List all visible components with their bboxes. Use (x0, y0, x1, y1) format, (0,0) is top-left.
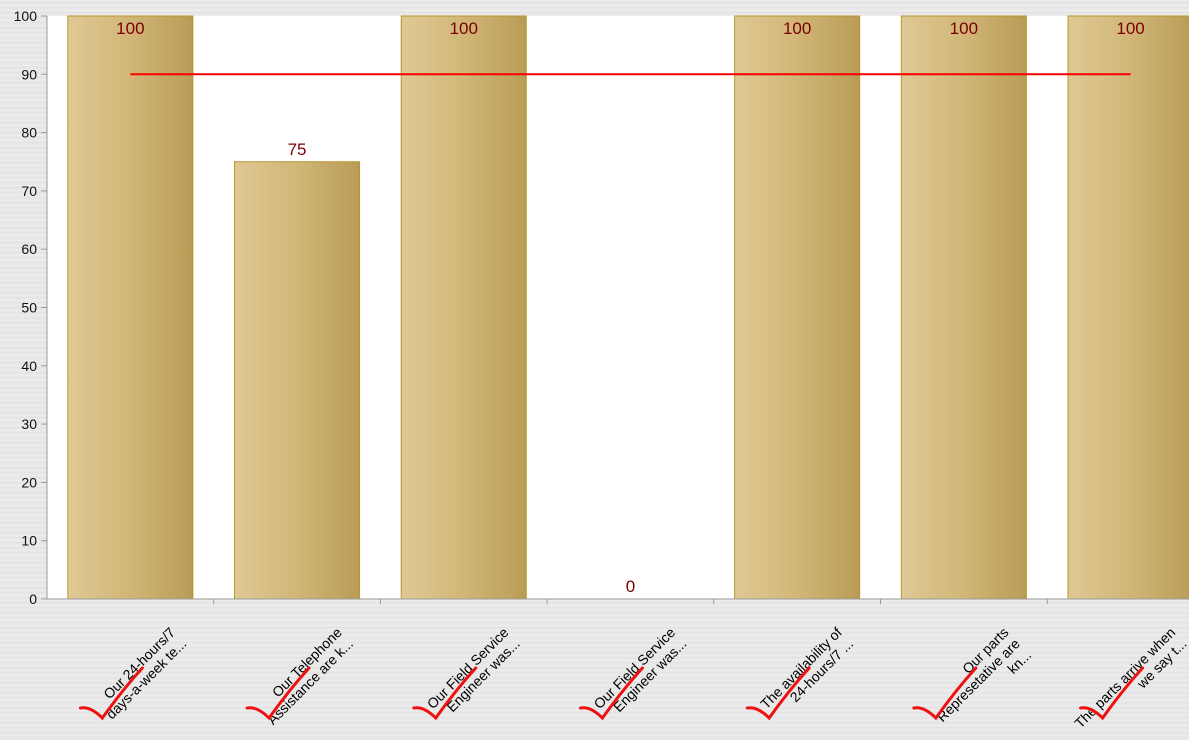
y-tick-label: 70 (21, 183, 37, 199)
check-mark-annotation (78, 666, 144, 721)
check-mark-annotation (245, 666, 311, 721)
data-label: 100 (783, 19, 811, 38)
bar[interactable] (234, 161, 361, 600)
data-label: 100 (450, 19, 478, 38)
y-tick-label: 10 (21, 533, 37, 549)
y-tick-label: 60 (21, 241, 37, 257)
bar[interactable] (400, 15, 527, 600)
data-label: 100 (950, 19, 978, 38)
data-label: 100 (1116, 19, 1144, 38)
check-mark-annotation (912, 666, 978, 721)
y-tick-label: 40 (21, 358, 37, 374)
check-mark-annotation (745, 666, 811, 721)
y-tick-label: 0 (29, 591, 37, 607)
data-label: 100 (116, 19, 144, 38)
y-tick-label: 90 (21, 66, 37, 82)
svg-text:The parts arrive when: The parts arrive when (1071, 624, 1178, 731)
y-tick-label: 50 (21, 300, 37, 316)
bar[interactable] (67, 15, 194, 600)
data-label: 0 (626, 577, 635, 596)
bar[interactable] (900, 15, 1027, 600)
check-mark-annotation (578, 666, 644, 721)
y-tick-label: 30 (21, 416, 37, 432)
bar[interactable] (1067, 15, 1189, 600)
y-tick-label: 20 (21, 474, 37, 490)
y-tick-label: 100 (14, 8, 38, 24)
data-label: 75 (288, 140, 307, 159)
bar[interactable] (734, 15, 861, 600)
x-tick-label: The availability of24-hours/7 ... (757, 624, 856, 712)
check-mark-annotation (1079, 666, 1145, 721)
y-tick-label: 80 (21, 125, 37, 141)
check-mark-annotation (412, 666, 478, 721)
